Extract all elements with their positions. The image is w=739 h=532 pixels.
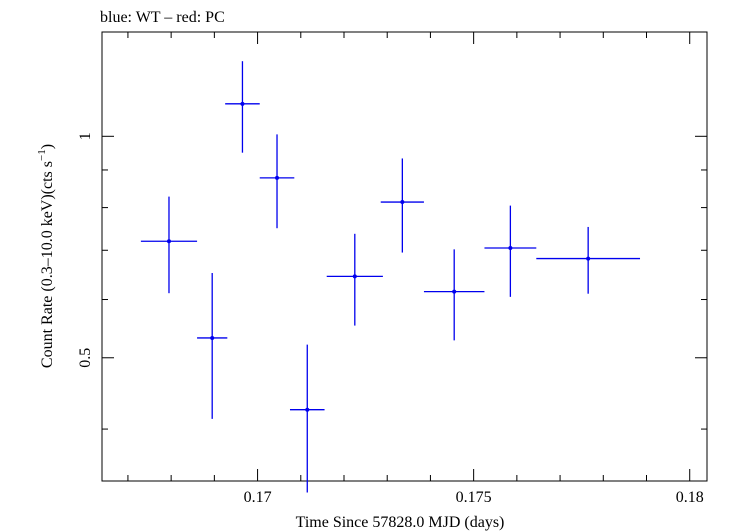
data-marker — [452, 289, 457, 294]
data-point — [197, 272, 228, 419]
data-point — [380, 158, 424, 253]
data-marker — [352, 274, 357, 279]
y-tick-label: 0.5 — [77, 348, 94, 368]
plot-frame — [101, 31, 708, 482]
data-marker — [508, 245, 513, 250]
data-point — [259, 134, 295, 229]
data-points — [140, 61, 641, 493]
data-marker — [305, 407, 310, 412]
chart-title: blue: WT – red: PC — [100, 9, 225, 26]
axis-ticks — [102, 32, 707, 481]
data-point — [536, 226, 641, 294]
data-marker — [240, 101, 245, 106]
data-marker — [586, 256, 591, 261]
data-point — [225, 61, 260, 153]
axis-tick-labels: 0.17 0.175 0.18 0.5 1 — [77, 132, 704, 506]
data-marker — [210, 335, 215, 340]
data-marker — [400, 200, 405, 205]
x-axis-label: Time Since 57828.0 MJD (days) — [296, 514, 505, 531]
y-axis-label-sup: −1 — [36, 149, 48, 161]
x-tick-label: 0.175 — [456, 489, 492, 506]
data-point — [140, 196, 198, 294]
data-point — [423, 249, 485, 341]
data-point — [484, 205, 537, 297]
data-marker — [166, 239, 171, 244]
data-marker — [275, 175, 280, 180]
y-tick-label: 1 — [77, 132, 94, 140]
y-axis-label: Count Rate (0.3–10.0 keV)(cts s−1) — [36, 144, 56, 368]
y-axis-label-end: ) — [39, 144, 56, 149]
x-tick-label: 0.17 — [244, 489, 272, 506]
data-point — [289, 344, 325, 493]
x-tick-label: 0.18 — [676, 489, 704, 506]
y-axis-label-main: Count Rate (0.3–10.0 keV)(cts s — [39, 161, 56, 368]
data-point — [326, 233, 383, 326]
